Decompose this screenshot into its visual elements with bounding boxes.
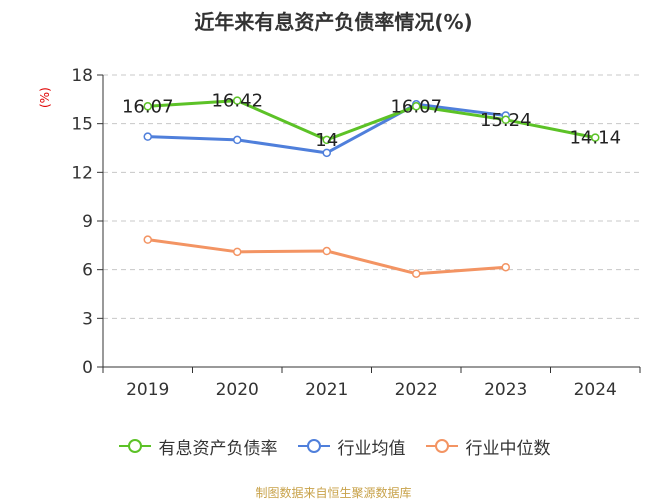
- series-line: [147, 99, 596, 142]
- data-point: [233, 247, 242, 257]
- data-label: 14: [315, 130, 338, 151]
- legend: 有息资产负债率 行业均值 行业中位数: [0, 433, 667, 459]
- data-point: [143, 235, 152, 244]
- legend-swatch-icon: [297, 439, 330, 453]
- data-point: [143, 102, 152, 111]
- legend-item-series-1[interactable]: 行业均值: [296, 434, 406, 459]
- legend-item-series-0[interactable]: 有息资产负债率: [117, 434, 278, 459]
- data-point: [501, 115, 510, 125]
- x-tick-label: 2021: [305, 380, 348, 400]
- data-point: [322, 246, 331, 256]
- y-tick-label: 6: [82, 261, 93, 281]
- x-tick-label: 2024: [574, 380, 617, 400]
- x-tick-label: 2023: [484, 380, 527, 400]
- data-point: [322, 148, 331, 158]
- chart-title: 近年来有息资产负债率情况(%): [194, 10, 473, 34]
- data-point: [322, 135, 331, 145]
- y-tick-label: 15: [71, 115, 93, 135]
- legend-swatch-icon: [118, 439, 151, 453]
- data-label: 16.07: [122, 96, 174, 117]
- x-tick-label: 2020: [216, 380, 259, 400]
- legend-label: 有息资产负债率: [158, 438, 278, 459]
- data-point: [591, 133, 600, 142]
- data-label: 14.14: [569, 128, 621, 149]
- series-line: [147, 238, 506, 276]
- source-note: 制图数据来自恒生聚源数据库: [255, 486, 412, 500]
- data-point: [501, 262, 510, 272]
- y-tick-label: 0: [82, 358, 93, 378]
- y-tick-label: 3: [82, 309, 93, 329]
- data-point: [412, 269, 421, 278]
- y-tick-label: 18: [71, 66, 93, 86]
- data-point: [233, 96, 242, 105]
- data-label: 16.42: [211, 91, 263, 112]
- data-label: 15.24: [480, 110, 532, 131]
- data-point: [143, 132, 152, 141]
- y-tick-label: 12: [71, 163, 93, 183]
- x-tick-label: 2022: [395, 380, 438, 400]
- data-label: 16.07: [390, 96, 442, 117]
- legend-item-series-2[interactable]: 行业中位数: [424, 434, 551, 459]
- data-point: [233, 135, 242, 145]
- x-tick-label: 2019: [126, 380, 169, 400]
- legend-label: 行业中位数: [465, 438, 551, 459]
- data-point: [412, 102, 421, 111]
- legend-label: 行业均值: [337, 438, 406, 459]
- legend-swatch-icon: [425, 439, 458, 453]
- y-tick-label: 9: [82, 212, 93, 232]
